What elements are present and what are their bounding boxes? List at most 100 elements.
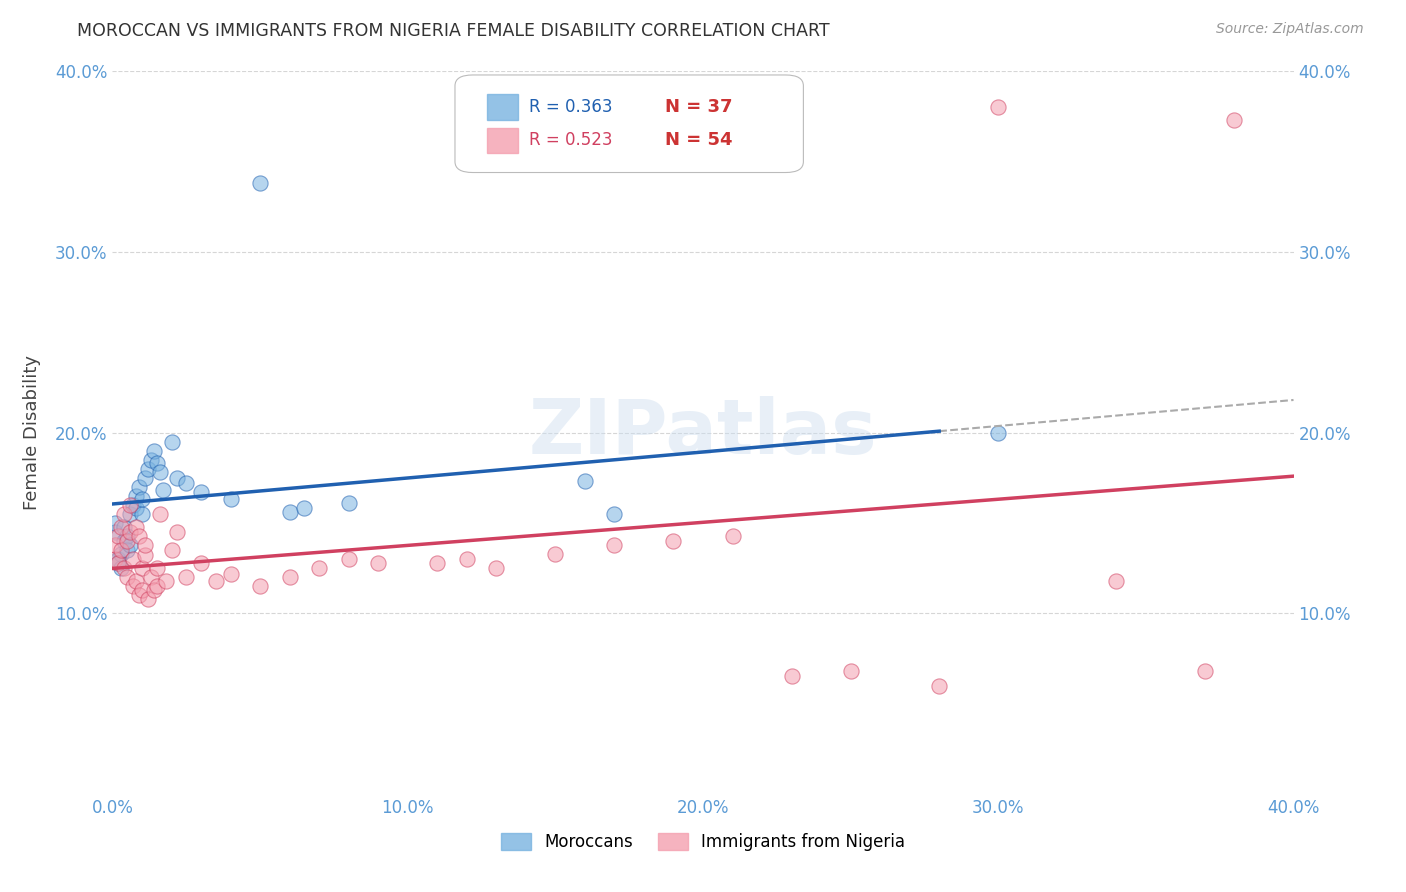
Point	[117, 533, 138, 548]
Point	[292, 501, 315, 516]
Point	[120, 524, 142, 539]
Point	[603, 507, 626, 521]
Point	[110, 543, 132, 558]
Point	[249, 579, 271, 593]
Bar	[486, 128, 517, 153]
Point	[128, 480, 150, 494]
Point	[107, 528, 129, 542]
Point	[337, 552, 360, 566]
Point	[120, 498, 142, 512]
Text: MOROCCAN VS IMMIGRANTS FROM NIGERIA FEMALE DISABILITY CORRELATION CHART: MOROCCAN VS IMMIGRANTS FROM NIGERIA FEMA…	[77, 22, 830, 40]
Point	[117, 543, 138, 558]
Point	[219, 566, 242, 581]
Point	[110, 547, 132, 561]
Point	[1105, 574, 1128, 588]
Point	[110, 519, 132, 533]
Point	[120, 538, 142, 552]
Point	[110, 561, 132, 575]
Point	[152, 483, 174, 498]
Point	[219, 492, 242, 507]
Text: Source: ZipAtlas.com: Source: ZipAtlas.com	[1216, 22, 1364, 37]
Point	[128, 528, 150, 542]
Point	[131, 582, 153, 597]
Point	[125, 574, 148, 588]
Point	[122, 579, 145, 593]
Point	[146, 579, 169, 593]
Point	[190, 556, 212, 570]
Point	[112, 533, 135, 548]
Point	[112, 507, 135, 521]
Point	[337, 496, 360, 510]
Point	[166, 471, 188, 485]
Point	[134, 538, 156, 552]
Point	[146, 456, 169, 470]
Text: ZIPatlas: ZIPatlas	[529, 396, 877, 469]
Bar	[486, 95, 517, 120]
Point	[574, 475, 596, 489]
Legend: Moroccans, Immigrants from Nigeria: Moroccans, Immigrants from Nigeria	[494, 826, 912, 858]
Point	[104, 538, 127, 552]
Point	[146, 561, 169, 575]
Point	[456, 552, 478, 566]
Point	[928, 678, 950, 692]
Point	[104, 524, 127, 539]
Point	[780, 669, 803, 683]
Point	[134, 471, 156, 485]
Point	[174, 570, 197, 584]
Point	[139, 570, 162, 584]
Point	[122, 552, 145, 566]
Point	[125, 501, 148, 516]
Point	[131, 507, 153, 521]
Point	[205, 574, 228, 588]
Point	[107, 556, 129, 570]
Point	[721, 528, 744, 542]
Point	[249, 177, 271, 191]
Y-axis label: Female Disability: Female Disability	[24, 355, 41, 510]
Point	[278, 505, 301, 519]
Point	[131, 561, 153, 575]
Point	[128, 588, 150, 602]
Point	[662, 533, 685, 548]
FancyBboxPatch shape	[456, 75, 803, 172]
Point	[139, 452, 162, 467]
Point	[117, 570, 138, 584]
Point	[166, 524, 188, 539]
Point	[839, 664, 862, 678]
Point	[136, 591, 159, 606]
Point	[112, 561, 135, 575]
Point	[134, 549, 156, 563]
Point	[160, 434, 183, 449]
Point	[136, 462, 159, 476]
Point	[125, 519, 148, 533]
Point	[544, 547, 567, 561]
Point	[107, 556, 129, 570]
Point	[308, 561, 330, 575]
Text: R = 0.363: R = 0.363	[530, 98, 613, 116]
Point	[1194, 664, 1216, 678]
Point	[149, 507, 172, 521]
Point	[122, 498, 145, 512]
Point	[117, 528, 138, 542]
Point	[1223, 113, 1246, 128]
Point	[120, 507, 142, 521]
Point	[112, 519, 135, 533]
Point	[131, 492, 153, 507]
Point	[987, 101, 1010, 115]
Point	[603, 538, 626, 552]
Point	[149, 466, 172, 480]
Point	[155, 574, 177, 588]
Text: N = 54: N = 54	[665, 131, 733, 149]
Point	[104, 552, 127, 566]
Point	[104, 516, 127, 530]
Point	[485, 561, 508, 575]
Point	[426, 556, 449, 570]
Point	[142, 443, 165, 458]
Text: N = 37: N = 37	[665, 98, 733, 116]
Point	[987, 425, 1010, 440]
Point	[367, 556, 389, 570]
Point	[190, 485, 212, 500]
Point	[107, 552, 129, 566]
Point	[142, 582, 165, 597]
Point	[160, 543, 183, 558]
Point	[174, 476, 197, 491]
